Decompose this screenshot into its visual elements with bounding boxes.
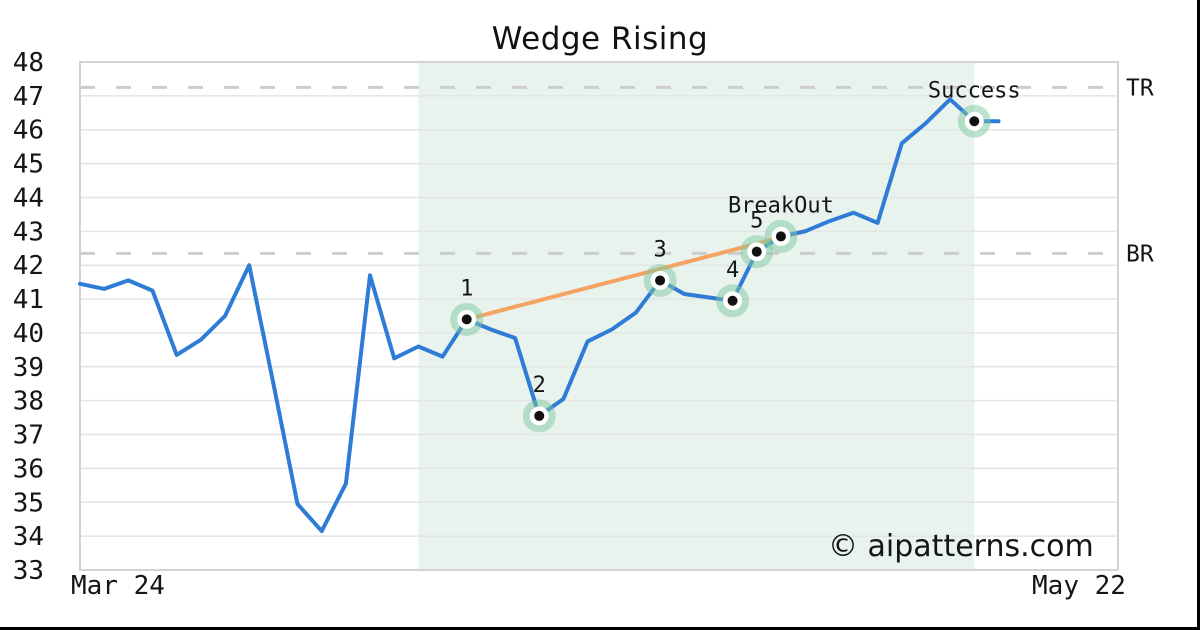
y-tick-label: 46 <box>13 116 44 146</box>
annotation-3: 3 <box>653 237 666 262</box>
pattern-region <box>418 62 975 570</box>
marker-dot <box>751 246 762 257</box>
y-tick-label: 42 <box>13 251 44 281</box>
y-tick-label: 38 <box>13 387 44 417</box>
annotation-success: Success <box>928 78 1021 103</box>
annotation-1: 1 <box>460 276 473 301</box>
annotation-2: 2 <box>533 373 546 398</box>
annotation-4: 4 <box>726 258 739 283</box>
y-tick-label: 37 <box>13 421 44 451</box>
y-tick-label: 36 <box>13 454 44 484</box>
marker-dot <box>775 231 786 242</box>
y-tick-label: 34 <box>13 522 44 552</box>
y-tick-label: 43 <box>13 217 44 247</box>
watermark: © aipatterns.com <box>828 529 1094 564</box>
br-level-label: BR <box>1126 241 1154 267</box>
y-tick-label: 35 <box>13 488 44 518</box>
y-tick-label: 40 <box>13 319 44 349</box>
marker-dot <box>534 410 545 421</box>
y-tick-label: 33 <box>13 556 44 586</box>
annotation-5: 5 <box>750 209 763 234</box>
y-tick-label: 44 <box>13 183 44 213</box>
y-tick-label: 48 <box>13 48 44 78</box>
y-tick-label: 41 <box>13 285 44 315</box>
annotation-breakout: BreakOut <box>728 193 834 218</box>
marker-dot <box>727 295 738 306</box>
tr-level-label: TR <box>1126 75 1154 101</box>
x-tick-label: May 22 <box>1032 571 1126 601</box>
y-tick-label: 47 <box>13 82 44 112</box>
marker-dot <box>461 314 472 325</box>
x-tick-label: Mar 24 <box>71 571 165 601</box>
marker-dot <box>969 116 980 127</box>
chart-title: Wedge Rising <box>491 21 709 57</box>
plot-border <box>79 61 1119 571</box>
marker-dot <box>655 275 666 286</box>
y-tick-label: 45 <box>13 150 44 180</box>
y-tick-label: 39 <box>13 353 44 383</box>
